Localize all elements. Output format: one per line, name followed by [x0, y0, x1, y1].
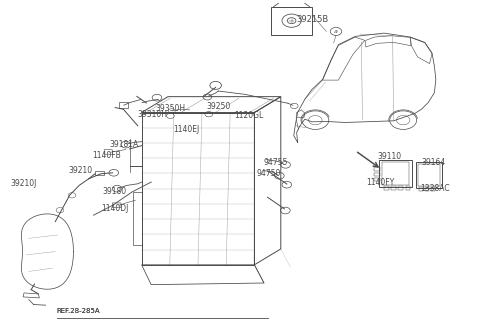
Bar: [419, 187, 423, 191]
Bar: [271, 7, 312, 35]
Text: a: a: [334, 29, 338, 34]
Text: 39210: 39210: [69, 166, 93, 175]
Bar: [374, 178, 380, 181]
Text: 39310H: 39310H: [137, 110, 167, 119]
Bar: [374, 173, 380, 176]
Bar: [416, 162, 442, 188]
Text: 1338AC: 1338AC: [420, 184, 450, 193]
Text: 1140DJ: 1140DJ: [101, 204, 128, 213]
Text: REF.28-285A: REF.28-285A: [57, 308, 100, 314]
Bar: [379, 160, 412, 187]
Text: 94755: 94755: [263, 158, 288, 167]
Bar: [431, 187, 435, 191]
Text: 39180: 39180: [102, 187, 126, 196]
Bar: [374, 167, 380, 171]
Text: 39350H: 39350H: [155, 104, 185, 113]
Bar: [95, 171, 104, 175]
Text: 1120GL: 1120GL: [234, 111, 263, 120]
Bar: [384, 186, 389, 190]
Text: 1140FY: 1140FY: [366, 178, 394, 187]
Text: 1140FB: 1140FB: [93, 151, 121, 160]
Text: 94750: 94750: [257, 169, 281, 178]
Bar: [119, 102, 128, 108]
Bar: [382, 162, 409, 185]
Text: 39110: 39110: [377, 152, 401, 161]
Text: REF.28-285A: REF.28-285A: [57, 308, 100, 314]
Bar: [391, 186, 396, 190]
Text: 39164: 39164: [421, 158, 446, 167]
Bar: [425, 187, 429, 191]
Bar: [418, 164, 440, 186]
Text: 1140EJ: 1140EJ: [173, 125, 199, 134]
Text: 39215B: 39215B: [297, 15, 329, 24]
Bar: [398, 186, 403, 190]
Text: 39210J: 39210J: [11, 178, 37, 188]
Bar: [406, 186, 410, 190]
Text: 39250: 39250: [206, 102, 231, 111]
Text: 39181A: 39181A: [109, 140, 139, 150]
